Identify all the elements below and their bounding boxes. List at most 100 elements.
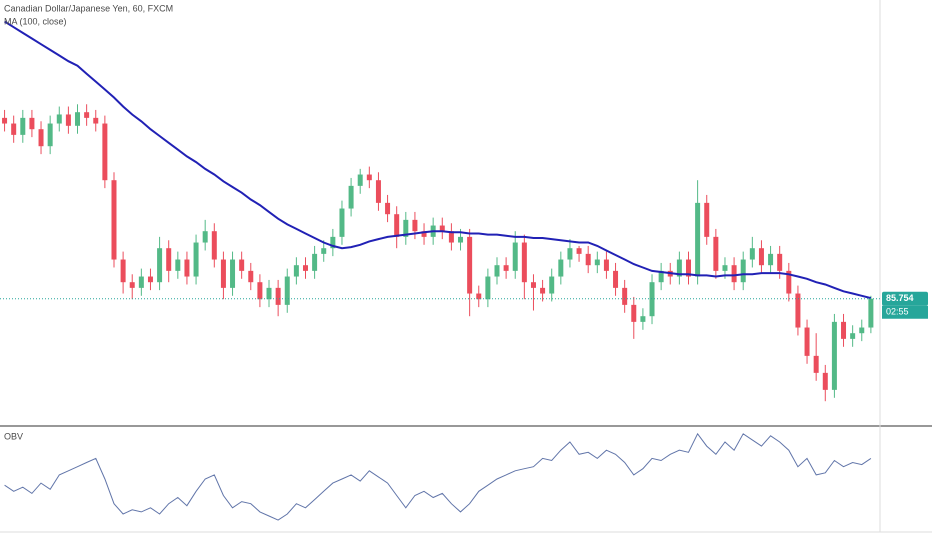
candle-body: [321, 248, 327, 254]
candle-body: [293, 265, 299, 277]
candle-body: [622, 287, 628, 305]
candle-body: [649, 282, 655, 317]
candle-body: [93, 117, 99, 124]
candle-body: [640, 316, 646, 322]
candle-body: [193, 242, 199, 277]
candle-body: [576, 248, 582, 254]
candle-body: [257, 282, 263, 300]
candle-body: [302, 265, 308, 271]
candle-body: [512, 242, 518, 271]
candle-body: [549, 276, 555, 294]
candle-body: [421, 231, 427, 237]
candle-body: [850, 333, 856, 339]
obv-line: [4, 432, 872, 521]
candle-body: [366, 174, 372, 181]
candle-body: [20, 117, 26, 135]
candle-body: [248, 270, 254, 283]
candle-body: [749, 248, 755, 260]
candle-body: [29, 117, 35, 130]
candle-body: [567, 248, 573, 260]
candle-body: [157, 248, 163, 283]
candle-body: [65, 114, 71, 126]
candle-body: [202, 231, 208, 243]
candle-body: [230, 259, 236, 288]
candle-body: [385, 202, 391, 215]
indicator-label: MA (100, close): [4, 16, 67, 26]
candle-body: [458, 236, 464, 243]
candle-body: [831, 321, 837, 390]
candle-body: [530, 282, 536, 288]
candle-body: [631, 304, 637, 322]
candle-body: [713, 236, 719, 271]
candle-body: [111, 180, 117, 260]
candle-body: [412, 219, 418, 232]
candle-body: [795, 293, 801, 328]
candle-body: [75, 112, 81, 126]
candle-body: [339, 208, 345, 237]
last-price-box: [882, 291, 928, 306]
candle-body: [394, 214, 400, 237]
candle-body: [658, 270, 664, 283]
candle-body: [56, 114, 62, 124]
candle-body: [521, 242, 527, 283]
candle-body: [38, 129, 44, 147]
candle-body: [813, 355, 819, 373]
candle-body: [594, 259, 600, 266]
candle-body: [84, 112, 90, 118]
candle-body: [357, 174, 363, 186]
candle-body: [485, 276, 491, 300]
candle-body: [476, 293, 482, 300]
candle-body: [448, 231, 454, 243]
candle-body: [503, 265, 509, 271]
candle-body: [613, 270, 619, 288]
candle-body: [859, 327, 865, 334]
candle-body: [494, 265, 500, 277]
candle-body: [147, 276, 153, 283]
chart-title: Canadian Dollar/Japanese Yen, 60, FXCM: [4, 3, 173, 13]
indicator-label: OBV: [4, 431, 23, 441]
candle-body: [312, 253, 318, 271]
candle-body: [704, 202, 710, 237]
candle-body: [184, 259, 190, 277]
candle-body: [676, 259, 682, 277]
candle-body: [722, 265, 728, 271]
candle-body: [330, 236, 336, 249]
moving-average-line: [4, 20, 872, 300]
candle-body: [768, 253, 774, 266]
candle-body: [138, 276, 144, 288]
candle-body: [175, 259, 181, 271]
candle-body: [731, 265, 737, 283]
labels: 85.754 02:55: [882, 291, 928, 319]
candle-body: [740, 259, 746, 283]
candle-body: [558, 259, 564, 277]
candle-body: [239, 259, 245, 271]
candle-body: [375, 180, 381, 203]
candle-body: [868, 298, 874, 328]
candle-body: [275, 287, 281, 305]
candle-body: [129, 282, 135, 288]
candle-body: [585, 253, 591, 266]
candle-body: [777, 253, 783, 271]
candle-body: [266, 287, 272, 300]
candle-body: [786, 270, 792, 294]
candle-body: [540, 287, 546, 294]
candle-body: [841, 321, 847, 339]
candle-body: [2, 117, 8, 124]
last-price-label: 85.754: [886, 293, 914, 303]
candle-body: [47, 123, 53, 147]
candle-body: [348, 185, 354, 209]
candle-body: [11, 123, 17, 135]
candle-body: [804, 327, 810, 356]
marks: [0, 20, 880, 521]
candle-body: [211, 231, 217, 260]
countdown-box: [882, 305, 928, 319]
candle-body: [685, 259, 691, 277]
candle-body: [758, 248, 764, 266]
candle-body: [102, 123, 108, 181]
candle-body: [220, 259, 226, 288]
countdown-label: 02:55: [886, 307, 909, 317]
candle-body: [822, 372, 828, 390]
candle-body: [695, 202, 701, 277]
